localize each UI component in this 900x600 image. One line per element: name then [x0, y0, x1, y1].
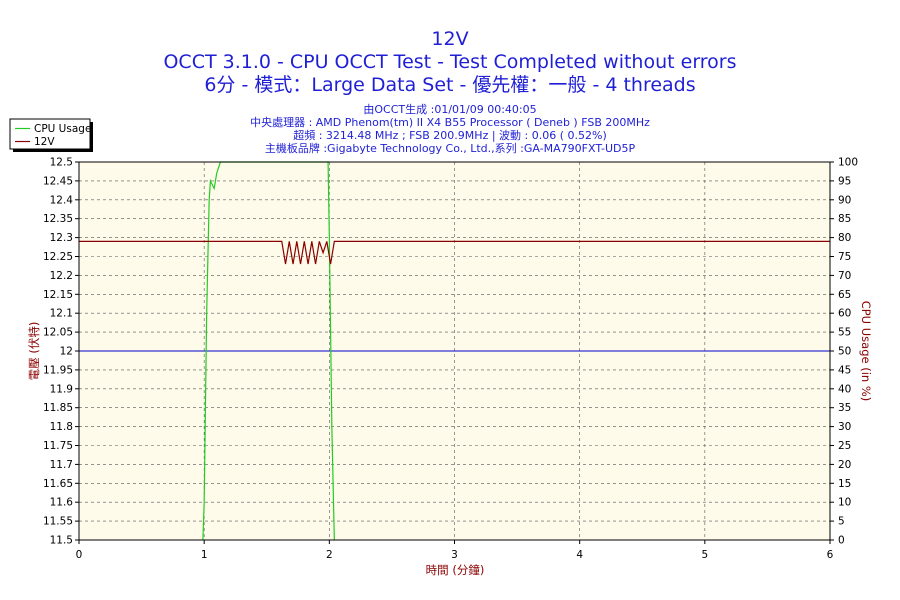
- x-ticks: 0 1 2 3 4 5 6: [76, 540, 834, 561]
- y-left-tick-label: 12.25: [43, 251, 73, 263]
- y-right-tick-label: 35: [838, 402, 851, 414]
- y-right-tick-label: 10: [838, 497, 851, 509]
- y-left-tick-label: 12.5: [50, 157, 73, 169]
- y-right-tick-label: 75: [838, 251, 851, 263]
- series-line-12v: [79, 240, 830, 265]
- x-tick-label: 2: [326, 549, 333, 561]
- y-left-axis-label: 電壓 (伏特): [27, 322, 41, 381]
- legend-label-cpu-usage: CPU Usage: [34, 123, 91, 135]
- y-right-tick-label: 30: [838, 421, 851, 433]
- y-right-axis-label: CPU Usage (in %): [859, 301, 873, 402]
- info-line-motherboard: 主機板品牌 :Gigabyte Technology Co., Ltd.,系列 …: [265, 141, 636, 155]
- legend-label-12v: 12V: [34, 136, 55, 148]
- y-left-tick-label: 11.5: [50, 535, 73, 547]
- y-right-tick-label: 70: [838, 270, 851, 282]
- y-left-tick-label: 12.1: [50, 308, 73, 320]
- y-right-tick-label: 100: [838, 157, 858, 169]
- y-left-tick-label: 12.45: [43, 175, 73, 187]
- x-tick-label: 1: [201, 549, 208, 561]
- y-left-ticks: 11.5 11.55 11.6 11.65 11.7 11.75 11.8 11.85 11.9…: [43, 157, 79, 547]
- info-line-generated: 由OCCT生成 :01/01/09 00:40:05: [363, 102, 536, 116]
- y-right-tick-label: 25: [838, 440, 851, 452]
- y-left-tick-label: 11.65: [43, 478, 73, 490]
- y-right-tick-label: 60: [838, 308, 851, 320]
- y-right-tick-label: 65: [838, 289, 851, 301]
- y-right-tick-label: 90: [838, 194, 851, 206]
- x-tick-label: 0: [76, 549, 83, 561]
- chart-title: 12V: [431, 28, 468, 50]
- y-left-tick-label: 11.8: [50, 421, 73, 433]
- y-left-tick-label: 12: [60, 346, 73, 358]
- y-left-tick-label: 11.6: [50, 497, 74, 509]
- y-left-tick-label: 11.55: [43, 516, 73, 528]
- y-right-tick-label: 85: [838, 213, 851, 225]
- y-left-tick-label: 11.95: [43, 364, 73, 376]
- y-left-tick-label: 12.35: [43, 213, 73, 225]
- y-left-tick-label: 11.9: [50, 383, 73, 395]
- x-tick-label: 4: [576, 549, 583, 561]
- x-tick-label: 3: [451, 549, 458, 561]
- y-right-tick-label: 15: [838, 478, 851, 490]
- y-left-tick-label: 11.7: [50, 459, 73, 471]
- y-left-tick-label: 12.15: [43, 289, 73, 301]
- y-left-tick-label: 12.05: [43, 327, 73, 339]
- x-axis-label: 時間 (分鐘): [426, 563, 485, 577]
- legend-box: [9, 118, 91, 150]
- legend: CPU Usage 12V: [9, 118, 93, 152]
- y-right-tick-label: 20: [838, 459, 851, 471]
- y-right-tick-label: 95: [838, 175, 851, 187]
- y-left-tick-label: 12.2: [50, 270, 73, 282]
- y-left-tick-label: 12.4: [50, 194, 74, 206]
- y-right-tick-label: 40: [838, 383, 851, 395]
- y-left-tick-label: 11.75: [43, 440, 73, 452]
- chart-subtitle-1: OCCT 3.1.0 - CPU OCCT Test - Test Comple…: [163, 51, 736, 73]
- y-right-tick-label: 80: [838, 232, 851, 244]
- y-right-tick-label: 45: [838, 364, 851, 376]
- info-line-cpu: 中央處理器 : AMD Phenom(tm) II X4 B55 Process…: [250, 115, 650, 129]
- y-left-tick-label: 12.3: [50, 232, 73, 244]
- y-right-tick-label: 50: [838, 346, 851, 358]
- x-tick-label: 5: [701, 549, 708, 561]
- y-right-ticks: 0 5 10 15 20 25 30 35 40 45 50 55 60 65 70 75 80 85 90 95 10…: [830, 157, 858, 547]
- chart-subtitle-2: 6分 - 模式：Large Data Set - 優先權：一般 - 4 thre…: [204, 74, 695, 96]
- x-tick-label: 6: [827, 549, 834, 561]
- y-right-tick-label: 0: [838, 535, 845, 547]
- y-right-tick-label: 55: [838, 327, 851, 339]
- y-right-tick-label: 5: [838, 516, 845, 528]
- y-left-tick-label: 11.85: [43, 402, 73, 414]
- info-line-clock: 超頻 : 3214.48 MHz ; FSB 200.9MHz | 波動 : 0…: [293, 128, 607, 142]
